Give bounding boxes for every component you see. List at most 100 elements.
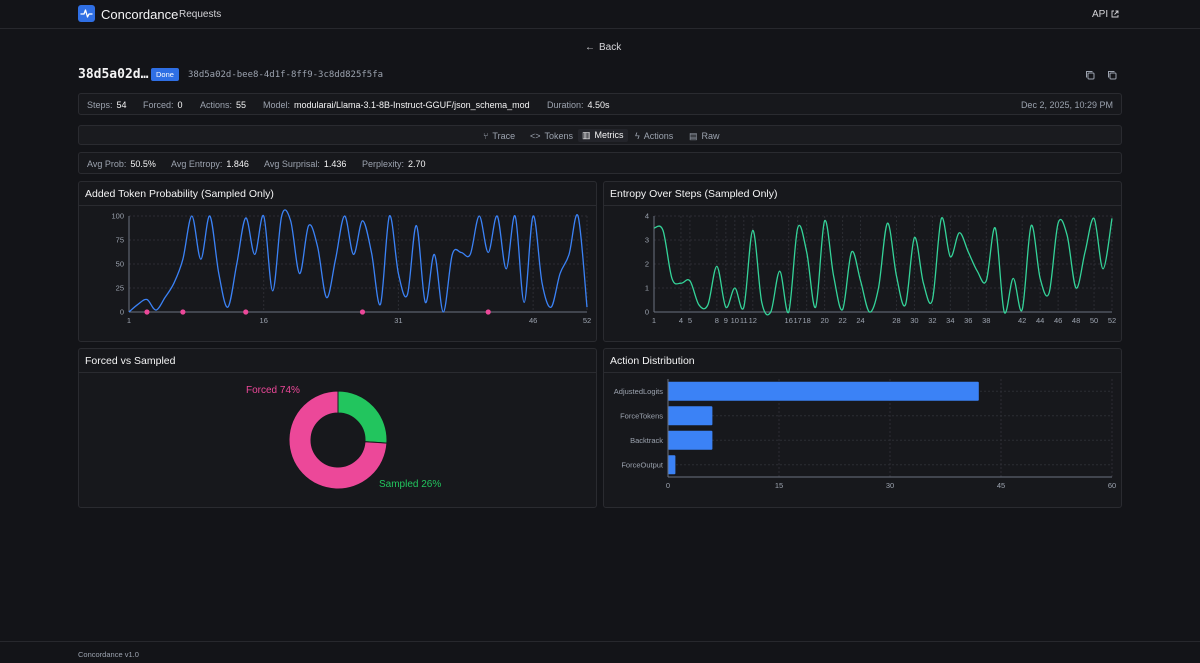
status-badge: Done [151,68,179,81]
back-button[interactable]: ← Back [585,42,625,53]
tab-tokens[interactable]: <> Tokens [530,131,574,141]
bar-backtrack [668,430,713,450]
x-tick-label: 15 [775,481,783,490]
y-tick-label: 100 [111,212,124,221]
forced-slice-label: Forced 74% [246,385,300,396]
bolt-icon: ϟ [635,131,640,141]
x-tick-label: 45 [997,481,1005,490]
y-tick-label: 0 [120,308,124,317]
action-distribution-card: Action Distribution 0 15 30 45 60 AdjustedLog… [603,348,1122,508]
stat-model: Model: modularai/Llama-3.1-8B-Instruct-GG… [263,100,530,110]
tab-trace[interactable]: ⑂ Trace [483,131,516,141]
series-line [128,209,588,313]
x-tick-label: 60 [1108,481,1116,490]
x-tick-label: 20 [820,316,828,325]
request-uuid: 38d5a02d-bee8-4d1f-8ff9-3c8dd825f5fa [188,70,384,80]
request-short-id: 38d5a02d… [78,67,149,82]
x-tick-label: 5 [688,316,692,325]
forced-step-marker [243,309,249,315]
x-tick-label: 30 [910,316,918,325]
arrow-left-icon: ← [585,42,595,53]
copy-uuid-button[interactable] [1107,69,1119,81]
y-tick-label: 0 [645,308,649,317]
y-tick-label: 1 [645,284,649,293]
y-tick-label: 50 [116,260,124,269]
x-tick-label: 34 [946,316,954,325]
stat-steps: Steps: 54 [87,100,127,110]
nav-requests-link[interactable]: Requests [179,9,222,20]
view-tabs: ⑂ Trace <> Tokens ▥ Metrics ϟ Actions ▤ Raw [78,125,1122,145]
action-distribution-bar-chart: 0 15 30 45 60 AdjustedLogits ForceTokens Backtr… [614,379,1116,490]
series-line [653,217,1113,316]
metrics-summary-bar: Avg Prob: 50.5% Avg Entropy: 1.846 Avg Sur… [78,152,1122,174]
top-navbar: Concordance Requests API [0,0,1200,29]
x-tick-label: 36 [964,316,972,325]
bar-forceoutput [668,455,676,475]
branch-icon: ⑂ [483,131,489,141]
forced-vs-sampled-card: Forced vs Sampled Forced 74% Sampled 26% [78,348,597,508]
category-label: Backtrack [630,436,663,445]
x-tick-label: 16 [785,316,793,325]
x-tick-label: 0 [666,481,670,490]
bar-adjustedlogits [668,381,979,401]
x-tick-label: 52 [1108,316,1116,325]
y-tick-label: 25 [116,284,124,293]
footer: Concordance v1.0 [0,641,1200,663]
prob-chart-card: Added Token Probability (Sampled Only) 0… [78,181,597,342]
x-tick-label: 50 [1090,316,1098,325]
y-tick-label: 3 [645,236,649,245]
tab-actions[interactable]: ϟ Actions [635,131,674,141]
pie-chart-title: Forced vs Sampled [85,355,176,367]
prob-chart-title: Added Token Probability (Sampled Only) [85,188,274,200]
x-tick-label: 52 [583,316,591,325]
x-tick-label: 46 [529,316,537,325]
metric-avg-entropy: Avg Entropy: 1.846 [171,159,249,169]
x-tick-label: 1 [127,316,131,325]
bar-chart-title: Action Distribution [610,355,695,367]
metric-avg-prob: Avg Prob: 50.5% [87,159,156,169]
x-tick-label: 48 [1072,316,1080,325]
forced-vs-sampled-donut: Forced 74% Sampled 26% [246,385,441,490]
x-tick-label: 32 [928,316,936,325]
category-label: ForceTokens [620,411,663,420]
copy-id-button[interactable] [1085,69,1097,81]
copy-icon [1086,71,1095,80]
x-tick-label: 38 [982,316,990,325]
tab-metrics[interactable]: ▥ Metrics [578,129,628,142]
y-tick-label: 2 [645,260,649,269]
logo-activity-icon[interactable] [78,5,95,22]
copy-icon [1108,71,1117,80]
stat-forced: Forced: 0 [143,100,183,110]
stat-duration: Duration: 4.50s [547,100,610,110]
bar-chart-icon: ▥ [582,130,591,140]
x-tick-label: 16 [260,316,268,325]
x-tick-label: 4 [679,316,683,325]
x-tick-label: 22 [838,316,846,325]
x-tick-label: 42 [1018,316,1026,325]
request-stats-bar: Steps: 54 Forced: 0 Actions: 55 Model: modul… [78,93,1122,115]
api-link[interactable]: API [1092,9,1119,20]
request-date: Dec 2, 2025, 10:29 PM [1020,100,1113,110]
footer-version: Concordance v1.0 [78,650,139,659]
y-tick-label: 4 [645,212,649,221]
prob-line-chart: 0 25 50 75 100 1 16 31 46 52 [111,209,591,325]
file-icon: ▤ [689,131,698,141]
code-icon: <> [530,131,541,141]
forced-step-marker [359,309,366,315]
x-tick-label: 17 [794,316,802,325]
x-tick-label: 44 [1036,316,1044,325]
y-tick-label: 75 [116,236,124,245]
x-tick-label: 11 [740,316,748,325]
app-brand[interactable]: Concordance [101,7,179,22]
x-tick-label: 24 [856,316,864,325]
bar-forcetokens [668,406,713,426]
back-label: Back [599,42,622,53]
api-link-label: API [1092,9,1109,20]
x-tick-label: 30 [886,481,894,490]
x-tick-label: 10 [731,316,739,325]
category-label: AdjustedLogits [614,387,663,396]
metric-avg-surprisal: Avg Surprisal: 1.436 [264,159,347,169]
x-tick-label: 46 [1054,316,1062,325]
tab-raw[interactable]: ▤ Raw [689,131,720,141]
